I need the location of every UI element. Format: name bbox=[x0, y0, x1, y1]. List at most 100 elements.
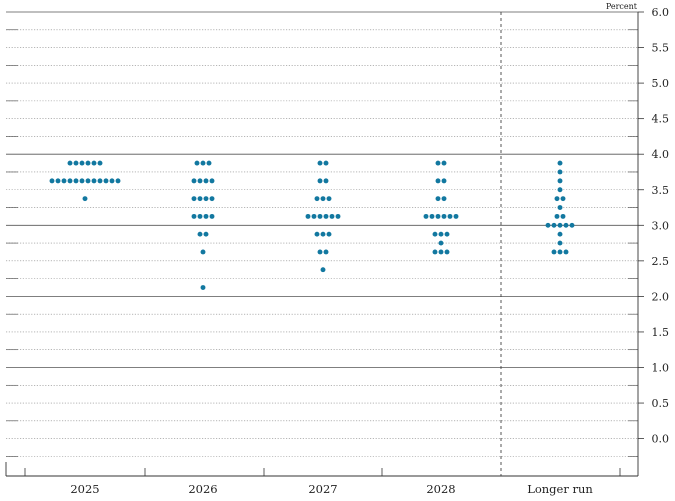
dot bbox=[115, 178, 121, 184]
dot bbox=[447, 213, 453, 219]
dot bbox=[85, 178, 91, 184]
y-tick-label: 2.0 bbox=[652, 290, 670, 303]
dot bbox=[209, 178, 215, 184]
dot bbox=[563, 249, 569, 255]
dot bbox=[557, 231, 563, 237]
dot bbox=[438, 231, 444, 237]
dot bbox=[438, 249, 444, 255]
grid-lines bbox=[6, 11, 638, 457]
dot bbox=[317, 178, 323, 184]
dot bbox=[429, 213, 435, 219]
dot bbox=[191, 196, 197, 202]
dot bbox=[55, 178, 61, 184]
dot bbox=[435, 196, 441, 202]
y-tick-label: 3.0 bbox=[652, 219, 670, 232]
dot bbox=[453, 213, 459, 219]
dot bbox=[73, 178, 79, 184]
dot bbox=[444, 231, 450, 237]
x-category-label: 2028 bbox=[426, 482, 455, 496]
dot bbox=[432, 231, 438, 237]
x-axis-categories: 2025 2026 2027 2028 Longer run bbox=[70, 482, 593, 496]
dot bbox=[441, 160, 447, 166]
y-tick-label: 1.5 bbox=[652, 326, 670, 339]
x-category-label: 2025 bbox=[70, 482, 99, 496]
axes bbox=[5, 12, 639, 477]
y-tick-label: 5.5 bbox=[652, 42, 670, 55]
dot bbox=[317, 213, 323, 219]
y-axis-ticks: 6.0 5.5 5.0 4.5 4.0 3.5 3.0 2.5 2.0 1.5 1.0 0.5 0.0 bbox=[638, 6, 669, 446]
y-tick-label: 1.0 bbox=[652, 362, 670, 375]
dot bbox=[317, 160, 323, 166]
dot bbox=[435, 178, 441, 184]
dot bbox=[82, 196, 88, 202]
dot bbox=[323, 178, 329, 184]
dot bbox=[79, 160, 85, 166]
dot bbox=[200, 249, 206, 255]
dot bbox=[320, 196, 326, 202]
dot bbox=[191, 178, 197, 184]
dot bbox=[317, 249, 323, 255]
dot bbox=[551, 249, 557, 255]
y-tick-label: 0.5 bbox=[652, 397, 670, 410]
dot bbox=[209, 196, 215, 202]
dot bbox=[79, 178, 85, 184]
dot bbox=[197, 178, 203, 184]
y-tick-label: 5.0 bbox=[652, 77, 670, 90]
dot bbox=[49, 178, 55, 184]
dot bbox=[203, 196, 209, 202]
dot bbox=[335, 213, 341, 219]
dot bbox=[197, 213, 203, 219]
x-category-label: Longer run bbox=[527, 482, 593, 496]
dot bbox=[560, 213, 566, 219]
dot bbox=[438, 240, 444, 246]
dot bbox=[91, 178, 97, 184]
dot bbox=[435, 213, 441, 219]
dot bbox=[557, 169, 563, 175]
dot bbox=[109, 178, 115, 184]
x-category-label: 2026 bbox=[188, 482, 217, 496]
y-tick-label: 0.0 bbox=[652, 433, 670, 446]
dot bbox=[197, 231, 203, 237]
dot bbox=[320, 267, 326, 273]
x-category-label: 2027 bbox=[308, 482, 337, 496]
dot bbox=[441, 196, 447, 202]
dot bbox=[314, 196, 320, 202]
dot bbox=[197, 196, 203, 202]
dot bbox=[435, 160, 441, 166]
y-tick-label: 3.5 bbox=[652, 184, 670, 197]
dot bbox=[305, 213, 311, 219]
dot bbox=[441, 213, 447, 219]
dot bbox=[432, 249, 438, 255]
dot bbox=[557, 222, 563, 228]
dot bbox=[323, 249, 329, 255]
dot bbox=[557, 160, 563, 166]
dot bbox=[545, 222, 551, 228]
dot bbox=[203, 231, 209, 237]
dot bbox=[67, 160, 73, 166]
dot bbox=[560, 196, 566, 202]
dot bbox=[423, 213, 429, 219]
dot bbox=[557, 249, 563, 255]
dot bbox=[203, 213, 209, 219]
y-axis-unit-label: Percent bbox=[606, 2, 638, 11]
dot bbox=[209, 213, 215, 219]
dot bbox=[554, 213, 560, 219]
dot bbox=[329, 213, 335, 219]
y-tick-label: 2.5 bbox=[652, 255, 670, 268]
dot bbox=[326, 231, 332, 237]
dot bbox=[557, 187, 563, 193]
dot bbox=[97, 178, 103, 184]
dot bbox=[200, 160, 206, 166]
dot bbox=[206, 160, 212, 166]
dot bbox=[67, 178, 73, 184]
dot bbox=[85, 160, 91, 166]
dot bbox=[61, 178, 67, 184]
dot bbox=[311, 213, 317, 219]
dot bbox=[323, 213, 329, 219]
dot bbox=[563, 222, 569, 228]
dot bbox=[444, 249, 450, 255]
dot bbox=[326, 196, 332, 202]
dots-layer bbox=[49, 160, 575, 290]
dot bbox=[557, 178, 563, 184]
